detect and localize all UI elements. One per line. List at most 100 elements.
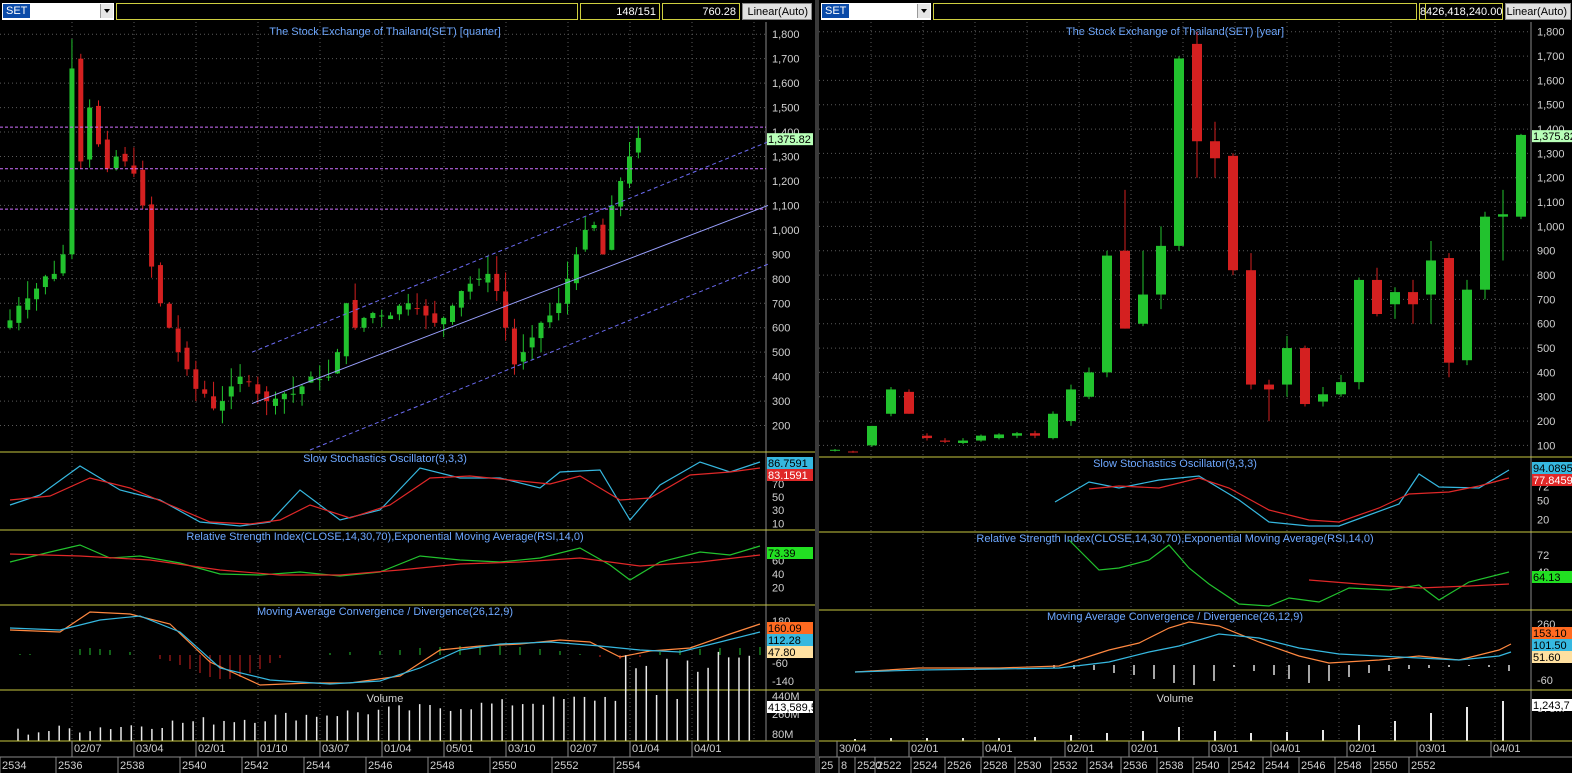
candle-body	[370, 313, 376, 319]
volume-tick-label: 80M	[772, 729, 793, 741]
volume-value-badge: 1,243,7	[1533, 700, 1570, 712]
candle-body	[42, 276, 48, 288]
stoch-tick-label: 50	[1537, 496, 1549, 508]
price-tick-label: 900	[772, 249, 790, 261]
candle-body	[219, 401, 225, 411]
chart-title: The Stock Exchange of Thailand(SET) [qua…	[269, 26, 501, 38]
date-label: 02/07	[570, 743, 598, 755]
candle-body	[122, 153, 128, 162]
rsi-title: Relative Strength Index(CLOSE,14,30,70),…	[976, 533, 1373, 545]
year-label: 2552	[554, 760, 578, 772]
last-price-badge: 1,375.82	[768, 134, 811, 146]
price-tick-label: 800	[772, 274, 790, 286]
stoch-k-badge: 86.7591	[768, 458, 808, 470]
year-label: 2532	[1053, 760, 1077, 772]
year-label: 2534	[2, 760, 26, 772]
candle-body	[976, 435, 986, 441]
price-tick-label: 400	[772, 372, 790, 384]
candle-body	[1354, 279, 1364, 383]
candle-body	[1462, 289, 1472, 361]
date-label: 05/01	[446, 743, 474, 755]
candle-body	[290, 393, 296, 395]
left-chart-canvas[interactable]: The Stock Exchange of Thailand(SET) [qua…	[0, 0, 815, 773]
candle-body	[193, 369, 199, 389]
macd-signal-line	[9, 615, 761, 685]
left-scale-button[interactable]: Linear(Auto)	[742, 3, 812, 20]
macd-value-1: 153.10	[1533, 628, 1567, 640]
candle-body	[556, 303, 562, 314]
candle-body	[1300, 348, 1310, 405]
macd-title: Moving Average Convergence / Divergence(…	[1047, 611, 1303, 623]
price-tick-label: 1,100	[1537, 197, 1565, 209]
year-label: 2530	[1017, 760, 1041, 772]
candle-body	[264, 391, 270, 402]
candle-body	[600, 224, 606, 255]
stoch-tick-label: 10	[772, 518, 784, 530]
trend-line	[251, 204, 769, 404]
candle-body	[1480, 216, 1490, 290]
candle-body	[334, 352, 340, 374]
candle-body	[1030, 433, 1040, 436]
right-scale-button[interactable]: Linear(Auto)	[1505, 3, 1571, 20]
candle-body	[922, 435, 932, 439]
candle-body	[1282, 348, 1292, 385]
rsi-line	[9, 544, 761, 581]
volume-tick-label: 440M	[772, 691, 800, 703]
price-tick-label: 100	[1537, 440, 1555, 452]
price-tick-label: 1,800	[772, 29, 800, 41]
rsi-value-badge: 73.39	[768, 548, 796, 560]
candle-body	[60, 254, 66, 274]
candle-body	[467, 283, 473, 292]
year-label: 2548	[1337, 760, 1361, 772]
macd-tick-label: -60	[1537, 675, 1553, 687]
candle-body	[149, 204, 155, 267]
candle-body	[886, 389, 896, 414]
volume-title: Volume	[1157, 693, 1194, 705]
year-chart-panel[interactable]: SET 8/38 426,418,240.00 Linear(Auto) The…	[819, 0, 1572, 773]
stoch-tick-label: 70	[772, 479, 784, 491]
macd-value-2: 101.50	[1533, 640, 1567, 652]
channel-lower	[309, 263, 769, 451]
price-tick-label: 300	[1537, 392, 1555, 404]
candle-body	[1372, 279, 1382, 314]
candle-body	[618, 180, 624, 207]
price-tick-label: 600	[1537, 319, 1555, 331]
candle-body	[396, 305, 402, 315]
rsi-value-badge: 64.13	[1533, 572, 1561, 584]
left-symbol-select[interactable]: SET	[2, 3, 114, 20]
channel-upper	[251, 141, 769, 353]
candle-body	[520, 352, 526, 362]
macd-title: Moving Average Convergence / Divergence(…	[257, 606, 513, 618]
candle-body	[867, 425, 877, 446]
price-tick-label: 1,000	[772, 225, 800, 237]
last-price-badge-bg	[767, 133, 813, 146]
year-label: 2546	[1301, 760, 1325, 772]
right-chart-canvas[interactable]: The Stock Exchange of Thailand(SET) [yea…	[819, 0, 1572, 773]
macd-value-3-bg	[1532, 651, 1572, 663]
price-tick-label: 300	[772, 396, 790, 408]
candle-body	[25, 298, 31, 310]
price-tick-label: 1,000	[1537, 221, 1565, 233]
right-symbol-select[interactable]: SET	[821, 3, 931, 20]
candle-body	[958, 440, 968, 443]
quarter-chart-panel[interactable]: SET 148/151 760.28 Linear(Auto) The Stoc…	[0, 0, 815, 773]
candle-body	[432, 313, 438, 323]
left-value: 760.28	[662, 3, 740, 20]
candle-body	[904, 391, 914, 414]
year-label: 2548	[430, 760, 454, 772]
date-label: 01/04	[632, 743, 660, 755]
date-label: 03/04	[136, 743, 164, 755]
chevron-down-icon[interactable]	[917, 4, 930, 18]
candle-body	[573, 254, 579, 284]
candle-body	[281, 393, 287, 400]
chevron-down-icon[interactable]	[100, 4, 113, 18]
candle-body	[450, 305, 455, 323]
date-label: 04/01	[1493, 743, 1521, 755]
candle-body	[361, 317, 367, 328]
candle-body	[166, 303, 172, 328]
panel-splitter[interactable]	[815, 0, 819, 773]
candle-body	[1102, 255, 1112, 373]
candle-body	[994, 434, 1004, 439]
year-label: 2554	[616, 760, 640, 772]
candle-body	[1516, 134, 1526, 217]
